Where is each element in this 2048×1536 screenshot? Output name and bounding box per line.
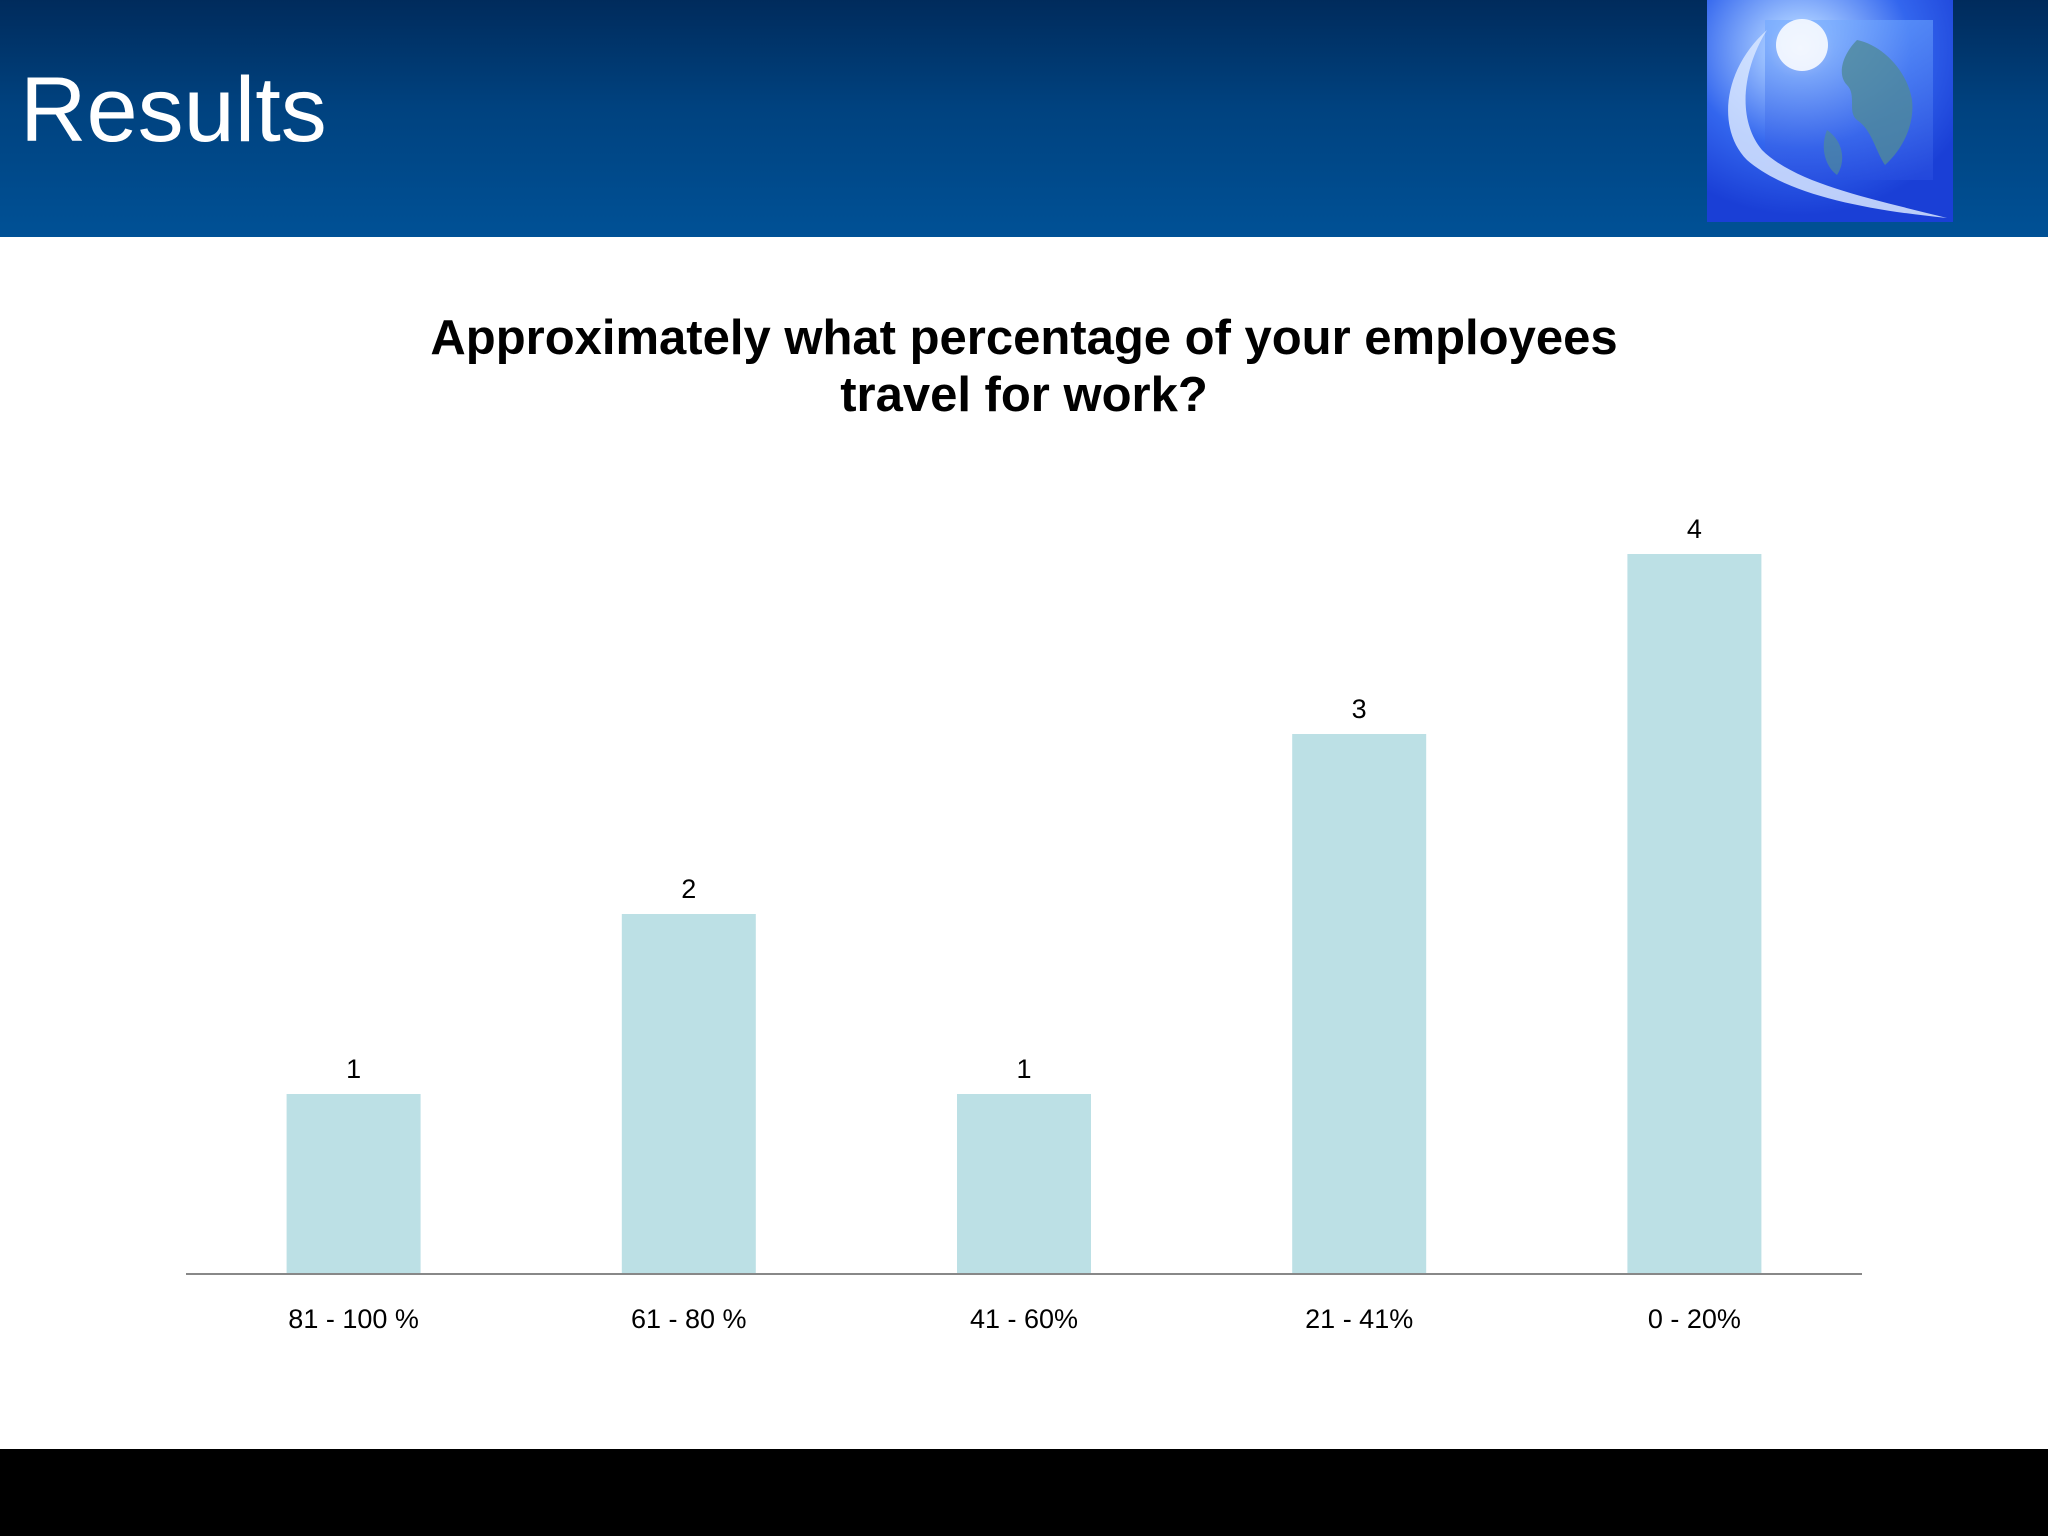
chart-title: Approximately what percentage of your em…	[0, 310, 2048, 424]
bar-2	[621, 914, 756, 1274]
page-title: Results	[20, 59, 327, 161]
category-label-1: 81 - 100 %	[288, 1304, 419, 1334]
data-label-3: 1	[1016, 1054, 1031, 1084]
globe-logo	[1707, 0, 1953, 222]
category-label-3: 41 - 60%	[970, 1304, 1078, 1334]
data-label-1: 1	[346, 1054, 361, 1084]
category-label-2: 61 - 80 %	[631, 1304, 747, 1334]
category-label-4: 21 - 41%	[1305, 1304, 1413, 1334]
data-label-2: 2	[681, 874, 696, 904]
chart-title-line-2: travel for work?	[840, 368, 1208, 422]
data-label-4: 3	[1352, 694, 1367, 724]
bar-1	[286, 1094, 421, 1274]
header-bar: Results	[0, 0, 2048, 237]
bar-3	[957, 1094, 1091, 1274]
data-label-5: 4	[1687, 514, 1702, 544]
footer-bar	[0, 1449, 2048, 1536]
bar-5	[1627, 554, 1762, 1274]
bar-4	[1292, 734, 1427, 1274]
chart-title-line-1: Approximately what percentage of your em…	[430, 311, 1618, 365]
bars-layer: 1 81 - 100 % 2 61 - 80 % 1 41 - 60% 3 21 - 41% 4…	[286, 514, 1762, 1334]
category-label-5: 0 - 20%	[1648, 1304, 1741, 1334]
